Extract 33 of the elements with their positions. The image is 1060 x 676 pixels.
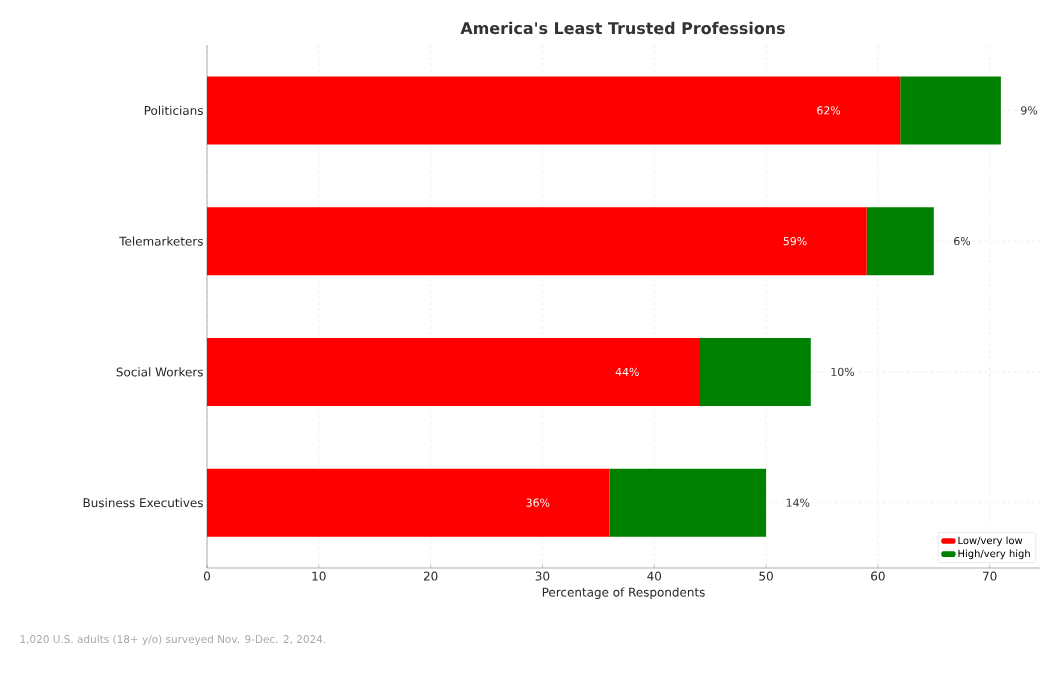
bar (698, 337, 811, 406)
x-tick-label: 40 (647, 571, 662, 581)
data-label: 10% (831, 367, 855, 377)
x-tick-label: 70 (983, 571, 997, 581)
x-tick-label: 50 (759, 571, 773, 581)
y-tick-label: Social Workers (116, 367, 203, 377)
legend-label: High/very high (958, 549, 1030, 560)
chart-title: America's Least Trusted Professions (460, 21, 785, 35)
y-tick-label: Telemarketers (119, 236, 203, 246)
bar (207, 76, 901, 145)
text: 1,020 U.S. adults (18+ y/o) surveyed Nov. 9-Dec. 2, 2024. (20, 634, 326, 646)
y-tick-label: Business Executives (83, 498, 203, 508)
bar (609, 468, 767, 537)
data-label: 9% (1021, 106, 1038, 115)
x-tick-label: 20 (423, 571, 438, 581)
data-label: 36% (526, 498, 550, 507)
data-label: 14% (786, 498, 810, 507)
x-tick-label: 60 (871, 571, 885, 581)
data-label: 44% (615, 367, 639, 377)
data-label: 62% (817, 106, 841, 115)
x-tick-label: 10 (312, 571, 326, 581)
legend-label: Low/very low (958, 536, 1023, 547)
data-label: 6% (954, 236, 971, 246)
data-label: 59% (783, 236, 807, 246)
x-tick-label: 30 (535, 571, 550, 581)
bar (900, 76, 1001, 145)
x-axis-title: Percentage of Respondents (542, 587, 705, 599)
x-tick-label: 0 (203, 571, 211, 581)
bar (866, 207, 934, 276)
bar (207, 337, 699, 406)
bar (207, 468, 610, 537)
bar (207, 207, 867, 276)
y-tick-label: Politicians (144, 105, 203, 116)
